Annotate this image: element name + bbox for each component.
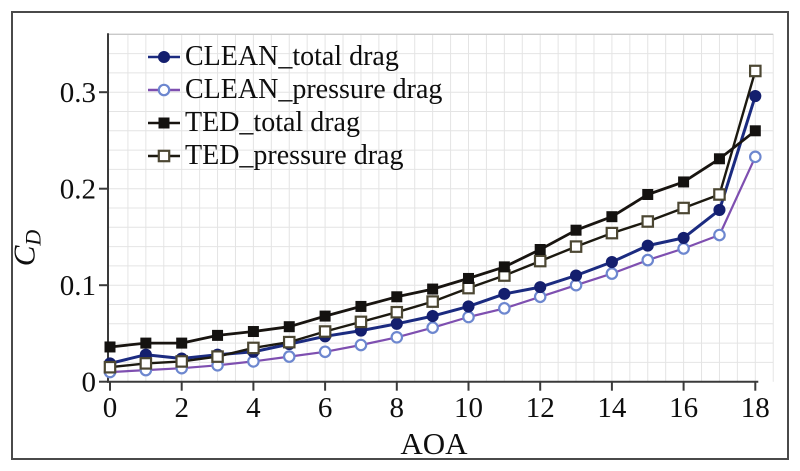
y-tick-label: 0.2 (60, 174, 96, 206)
x-tick-label: 6 (318, 392, 333, 424)
series-ted-total-drag (104, 125, 761, 353)
x-tick-label: 14 (597, 392, 627, 424)
y-tick-label: 0.3 (60, 77, 96, 109)
legend-label: CLEAN_pressure drag (185, 74, 443, 105)
y-axis-label-main: C (6, 245, 42, 267)
legend-item-ted-pressure: TED_pressure drag (146, 139, 442, 172)
legend-marker-open-circle-icon (148, 83, 180, 96)
x-tick-label: 2 (174, 392, 189, 424)
x-axis-label: AOA (400, 426, 468, 461)
legend-marker-open-square-icon (148, 149, 180, 162)
x-tick-label: 10 (454, 392, 483, 424)
y-tick-label: 0 (82, 367, 97, 399)
series-ted-pressure-drag (103, 64, 762, 374)
x-tick-label: 0 (103, 392, 118, 424)
legend-item-clean-pressure: CLEAN_pressure drag (146, 73, 442, 106)
legend-item-clean-total: CLEAN_total drag (146, 40, 442, 73)
y-axis-label-sub: D (20, 229, 46, 246)
x-tick-label: 18 (741, 392, 770, 424)
legend-item-ted-total: TED_total drag (146, 106, 442, 139)
figure-frame (11, 11, 789, 460)
legend-label: TED_pressure drag (185, 140, 404, 171)
tick-labels: 0 2 4 6 8 10 12 14 16 18 0 0.1 0.2 0.3 (60, 77, 770, 424)
legend-marker-filled-square-icon (148, 117, 180, 128)
legend-marker-filled-circle-icon (148, 50, 180, 63)
legend-label: TED_total drag (185, 107, 360, 138)
axes (99, 33, 759, 391)
y-axis-label: CD (6, 230, 46, 267)
y-tick-label: 0.1 (60, 270, 96, 302)
x-tick-label: 4 (246, 392, 261, 424)
x-tick-label: 8 (390, 392, 405, 424)
legend: CLEAN_total drag CLEAN_pressure drag TED… (146, 40, 442, 172)
x-tick-label: 12 (526, 392, 555, 424)
legend-label: CLEAN_total drag (185, 41, 399, 72)
x-tick-label: 16 (669, 392, 698, 424)
